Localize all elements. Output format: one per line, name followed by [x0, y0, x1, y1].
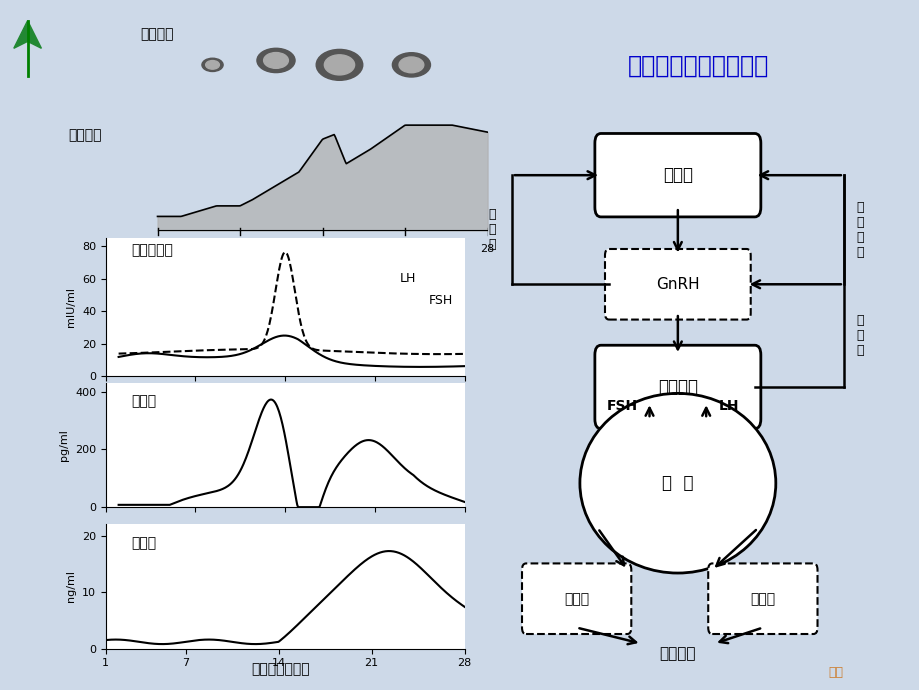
Polygon shape — [14, 21, 41, 48]
Ellipse shape — [256, 48, 295, 72]
Text: 黄体酮: 黄体酮 — [130, 535, 156, 550]
Text: 孕激素: 孕激素 — [750, 592, 775, 606]
Text: 卵泡发育: 卵泡发育 — [141, 28, 174, 41]
Text: GnRH: GnRH — [655, 277, 699, 292]
Text: 促性腺激素: 促性腺激素 — [130, 244, 173, 257]
Text: 超
短
反
馈: 超 短 反 馈 — [855, 201, 863, 259]
Ellipse shape — [391, 52, 430, 77]
Text: FSH: FSH — [428, 295, 452, 307]
Ellipse shape — [316, 50, 362, 80]
Text: 子宫内膜: 子宫内膜 — [69, 128, 102, 143]
Text: 长
反
馈: 长 反 馈 — [855, 314, 863, 357]
Y-axis label: mIU/ml: mIU/ml — [66, 287, 76, 327]
Text: LH: LH — [718, 400, 738, 413]
Text: 女性激素的分泌与调节: 女性激素的分泌与调节 — [627, 53, 768, 77]
Ellipse shape — [579, 393, 775, 573]
Text: 短
反
馈: 短 反 馈 — [488, 208, 495, 251]
Text: 0: 0 — [153, 244, 161, 254]
Text: 卵  巢: 卵 巢 — [662, 474, 693, 492]
Text: 28: 28 — [480, 244, 494, 254]
Text: 友社: 友社 — [827, 667, 842, 679]
Ellipse shape — [206, 61, 219, 69]
Text: FSH: FSH — [606, 400, 637, 413]
Y-axis label: pg/ml: pg/ml — [60, 429, 69, 461]
FancyBboxPatch shape — [521, 564, 630, 634]
FancyBboxPatch shape — [708, 564, 817, 634]
Text: 雌二醇: 雌二醇 — [130, 394, 156, 408]
Ellipse shape — [324, 55, 354, 75]
Text: 雌激素: 雌激素 — [563, 592, 588, 606]
FancyBboxPatch shape — [595, 345, 760, 428]
Ellipse shape — [264, 52, 288, 68]
Text: 14: 14 — [315, 244, 329, 254]
Y-axis label: ng/ml: ng/ml — [66, 571, 76, 602]
Text: 生物效应: 生物效应 — [659, 646, 696, 661]
Text: 月经周期（天）: 月经周期（天） — [251, 662, 310, 676]
Text: LH: LH — [400, 273, 416, 285]
Ellipse shape — [399, 57, 424, 72]
Text: 21: 21 — [398, 244, 412, 254]
Text: 下丘脑: 下丘脑 — [662, 166, 692, 184]
FancyBboxPatch shape — [595, 133, 760, 217]
Text: 7: 7 — [236, 244, 244, 254]
FancyBboxPatch shape — [605, 249, 750, 319]
Text: 垂体前叶: 垂体前叶 — [657, 378, 698, 396]
Ellipse shape — [202, 58, 223, 72]
